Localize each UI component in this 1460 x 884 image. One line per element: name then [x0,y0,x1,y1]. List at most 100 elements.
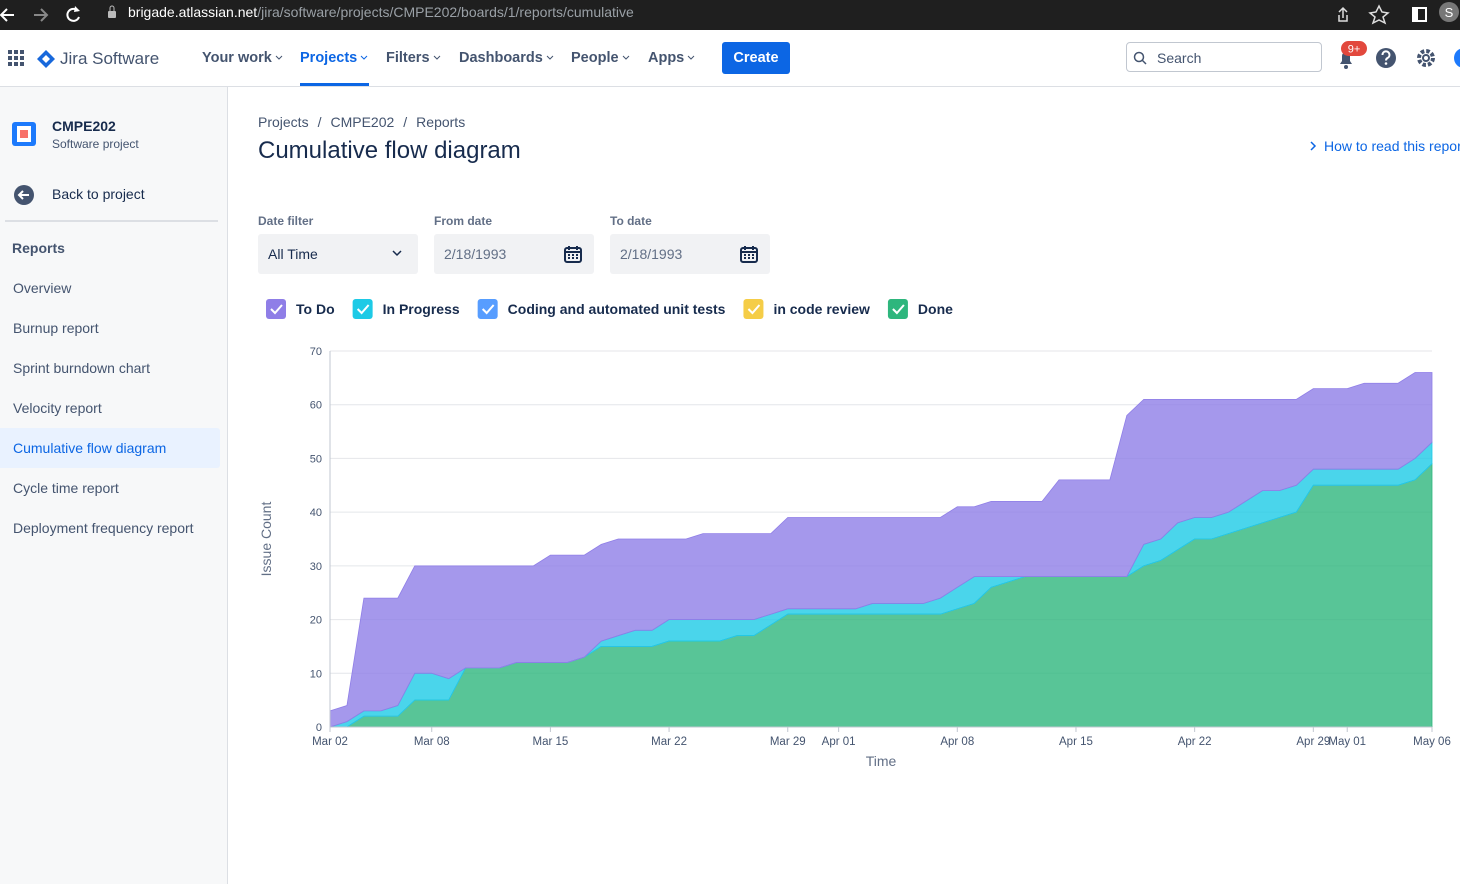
sidebar-item[interactable]: Burnup report [13,320,99,336]
area [330,463,1433,728]
browser-bar: brigade.atlassian.net/jira/software/proj… [0,0,1460,30]
to-date-input[interactable]: 2/18/1993 [610,234,770,274]
breadcrumb[interactable]: Projects [258,114,309,130]
legend-item[interactable]: Coding and automated unit tests [477,299,726,319]
date-filter-select[interactable]: All Time [258,234,418,274]
x-tick-label: Apr 15 [1059,736,1093,748]
sidebar-item[interactable]: Cumulative flow diagram [13,440,167,456]
legend-checkbox [887,299,908,319]
search-box[interactable]: Search [1126,42,1322,72]
y-tick-label: 60 [310,400,322,412]
check-mark [892,304,905,315]
chevron [433,55,440,60]
section-title: Reports [12,240,65,256]
browser-icons[interactable]: S [1330,0,1460,30]
nav-item[interactable]: Filters [386,50,441,66]
area [329,441,1433,728]
project-type: Software project [52,137,139,151]
nav-icons[interactable]: 9+ [1334,38,1460,78]
back-icon[interactable] [13,184,35,206]
nav-underline [300,83,369,86]
nav-item[interactable]: People [571,50,630,66]
legend-label: Coding and automated unit tests [508,301,726,317]
filter-label: To date [610,214,652,228]
nav-item[interactable]: Projects [300,50,368,66]
legend-item[interactable]: Done [887,299,953,319]
help-text: How to read this report [1324,138,1460,154]
check-mark [481,304,495,315]
legend-checkbox [743,299,764,319]
legend-checkbox [477,299,498,319]
nav-label: Apps [648,50,685,66]
nav-item[interactable]: Apps [648,50,695,66]
legend-checkbox [352,299,373,319]
area [330,463,1433,728]
check-mark [747,304,761,315]
y-tick-label: 0 [316,722,322,734]
url-path: /jira/software/projects/CMPE202/boards/1… [257,4,634,20]
chevron [360,55,368,60]
breadcrumbs: Projects / CMPE202 / Reports [258,114,465,130]
avatar: S [1445,5,1454,20]
product-name: Jira Software [60,50,159,68]
y-axis-title: Issue Count [258,502,274,577]
x-tick-label: May 01 [1328,736,1366,748]
notification-badge: 9+ [1348,44,1361,56]
legend-item[interactable]: To Do [266,299,335,319]
x-tick-label: May 06 [1413,736,1451,748]
legend-label: In Progress [383,301,460,317]
x-tick-label: Apr 08 [940,736,974,748]
x-tick-label: Mar 02 [312,736,348,748]
page-title: Cumulative flow diagram [258,137,521,164]
legend-checkbox [266,299,286,319]
legend-label: in code review [773,301,870,317]
area [330,462,1433,728]
check-mark [270,304,283,315]
chevron [392,250,402,257]
create-button[interactable]: Create [722,42,790,74]
logo[interactable]: Jira Software [8,50,178,70]
help-link[interactable]: How to read this report [1308,138,1460,154]
chevron [275,55,283,60]
y-tick-label: 30 [310,561,322,573]
y-tick-label: 40 [310,507,322,519]
browser-controls[interactable] [0,0,120,30]
nav-item[interactable]: Your work [202,50,283,66]
nav-label: Your work [202,50,272,66]
nav-item[interactable]: Dashboards [459,50,554,66]
sidebar-item[interactable]: Velocity report [13,400,102,416]
x-tick-label: Apr 29 [1296,736,1330,748]
sidebar-item[interactable]: Sprint burndown chart [13,360,150,376]
breadcrumb-separator: / [317,114,322,130]
breadcrumb[interactable]: Reports [416,114,466,130]
y-tick-label: 10 [310,668,322,680]
filter-value: 2/18/1993 [444,246,507,262]
breadcrumb-separator: / [403,114,408,130]
legend-item[interactable]: in code review [743,299,870,319]
legend-label: Done [918,301,953,317]
x-tick-label: Mar 29 [770,736,806,748]
x-tick-label: Mar 08 [414,736,450,748]
url[interactable]: brigade.atlassian.net/jira/software/proj… [128,4,634,20]
back-link[interactable]: Back to project [52,186,145,202]
nav-label: Projects [300,50,358,66]
filter-value: 2/18/1993 [620,246,683,262]
breadcrumb[interactable]: CMPE202 [330,114,395,130]
active-item-bg [0,428,220,468]
project-name: CMPE202 [52,118,116,134]
check-mark [356,304,370,315]
x-tick-label: Mar 22 [651,736,687,748]
sidebar-item[interactable]: Deployment frequency report [13,520,194,536]
sidebar-item[interactable]: Overview [13,280,72,296]
from-date-input[interactable]: 2/18/1993 [434,234,594,274]
filter-label: Date filter [258,214,314,228]
project-avatar [12,122,36,146]
area [329,372,1433,728]
y-tick-label: 50 [310,453,322,465]
x-axis-title: Time [866,753,897,769]
filter-value: All Time [268,246,318,262]
sidebar-item[interactable]: Cycle time report [13,480,119,496]
legend-item[interactable]: In Progress [352,299,460,319]
chevron [687,55,695,60]
